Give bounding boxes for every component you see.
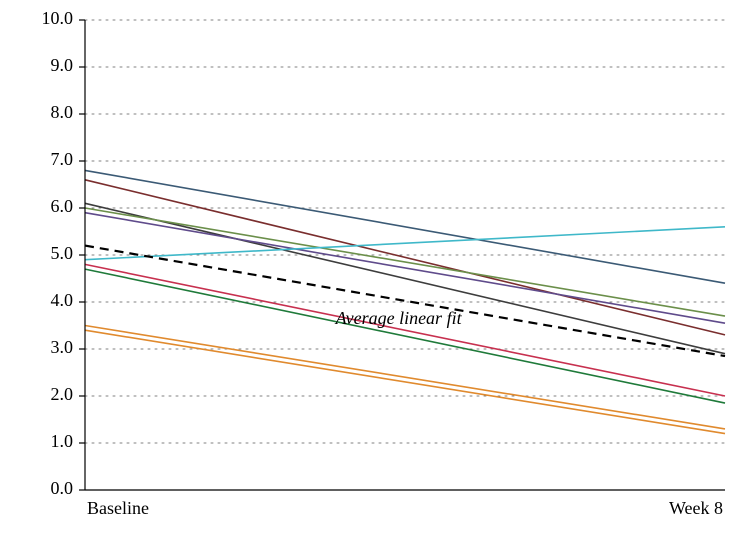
y-tick-label: 4.0 xyxy=(51,290,74,310)
y-tick-label: 8.0 xyxy=(51,102,74,122)
y-tick-label: 5.0 xyxy=(51,243,74,263)
y-tick-label: 3.0 xyxy=(51,337,74,357)
y-tick-label: 9.0 xyxy=(51,55,74,75)
y-tick-label: 2.0 xyxy=(51,384,74,404)
y-tick-label: 10.0 xyxy=(42,8,74,28)
x-tick-label-baseline: Baseline xyxy=(87,498,149,518)
y-tick-label: 1.0 xyxy=(51,431,74,451)
y-tick-label: 0.0 xyxy=(51,478,74,498)
y-tick-label: 6.0 xyxy=(51,196,74,216)
annotation-average-linear-fit: Average linear fit xyxy=(335,308,463,328)
y-tick-label: 7.0 xyxy=(51,149,74,169)
line-chart: 0.0 1.0 2.0 3.0 4.0 5.0 6.0 7.0 8.0 9.0 10.0 Baseli… xyxy=(0,0,751,539)
chart-svg: 0.0 1.0 2.0 3.0 4.0 5.0 6.0 7.0 8.0 9.0 10.0 Baseli… xyxy=(0,0,751,539)
x-tick-label-week8: Week 8 xyxy=(669,498,723,518)
